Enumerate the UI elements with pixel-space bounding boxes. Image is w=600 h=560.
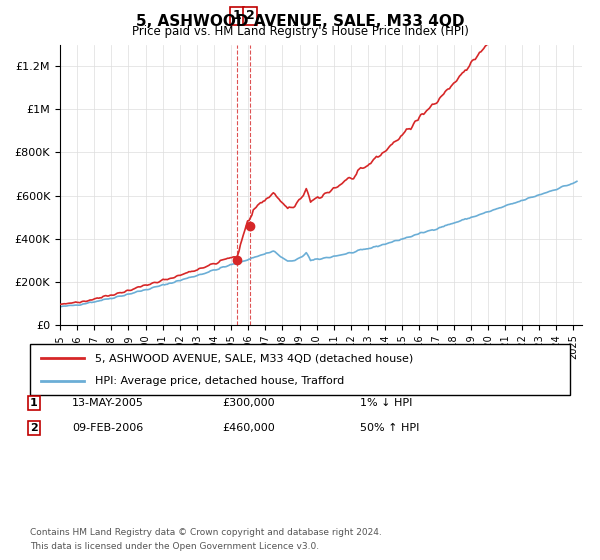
Text: 1: 1 bbox=[30, 398, 38, 408]
Text: This data is licensed under the Open Government Licence v3.0.: This data is licensed under the Open Gov… bbox=[30, 542, 319, 551]
Text: £460,000: £460,000 bbox=[222, 423, 275, 433]
Text: 5, ASHWOOD AVENUE, SALE, M33 4QD (detached house): 5, ASHWOOD AVENUE, SALE, M33 4QD (detach… bbox=[95, 353, 413, 363]
Text: 1% ↓ HPI: 1% ↓ HPI bbox=[360, 398, 412, 408]
Text: Contains HM Land Registry data © Crown copyright and database right 2024.: Contains HM Land Registry data © Crown c… bbox=[30, 528, 382, 537]
Text: 2: 2 bbox=[245, 10, 254, 22]
FancyBboxPatch shape bbox=[30, 344, 570, 395]
Text: 2: 2 bbox=[30, 423, 38, 433]
Text: 5, ASHWOOD AVENUE, SALE, M33 4QD: 5, ASHWOOD AVENUE, SALE, M33 4QD bbox=[136, 14, 464, 29]
Text: £300,000: £300,000 bbox=[222, 398, 275, 408]
Text: 1: 1 bbox=[233, 10, 242, 22]
Text: 13-MAY-2005: 13-MAY-2005 bbox=[72, 398, 144, 408]
Text: Price paid vs. HM Land Registry's House Price Index (HPI): Price paid vs. HM Land Registry's House … bbox=[131, 25, 469, 38]
Text: 09-FEB-2006: 09-FEB-2006 bbox=[72, 423, 143, 433]
Text: 50% ↑ HPI: 50% ↑ HPI bbox=[360, 423, 419, 433]
Text: HPI: Average price, detached house, Trafford: HPI: Average price, detached house, Traf… bbox=[95, 376, 344, 386]
